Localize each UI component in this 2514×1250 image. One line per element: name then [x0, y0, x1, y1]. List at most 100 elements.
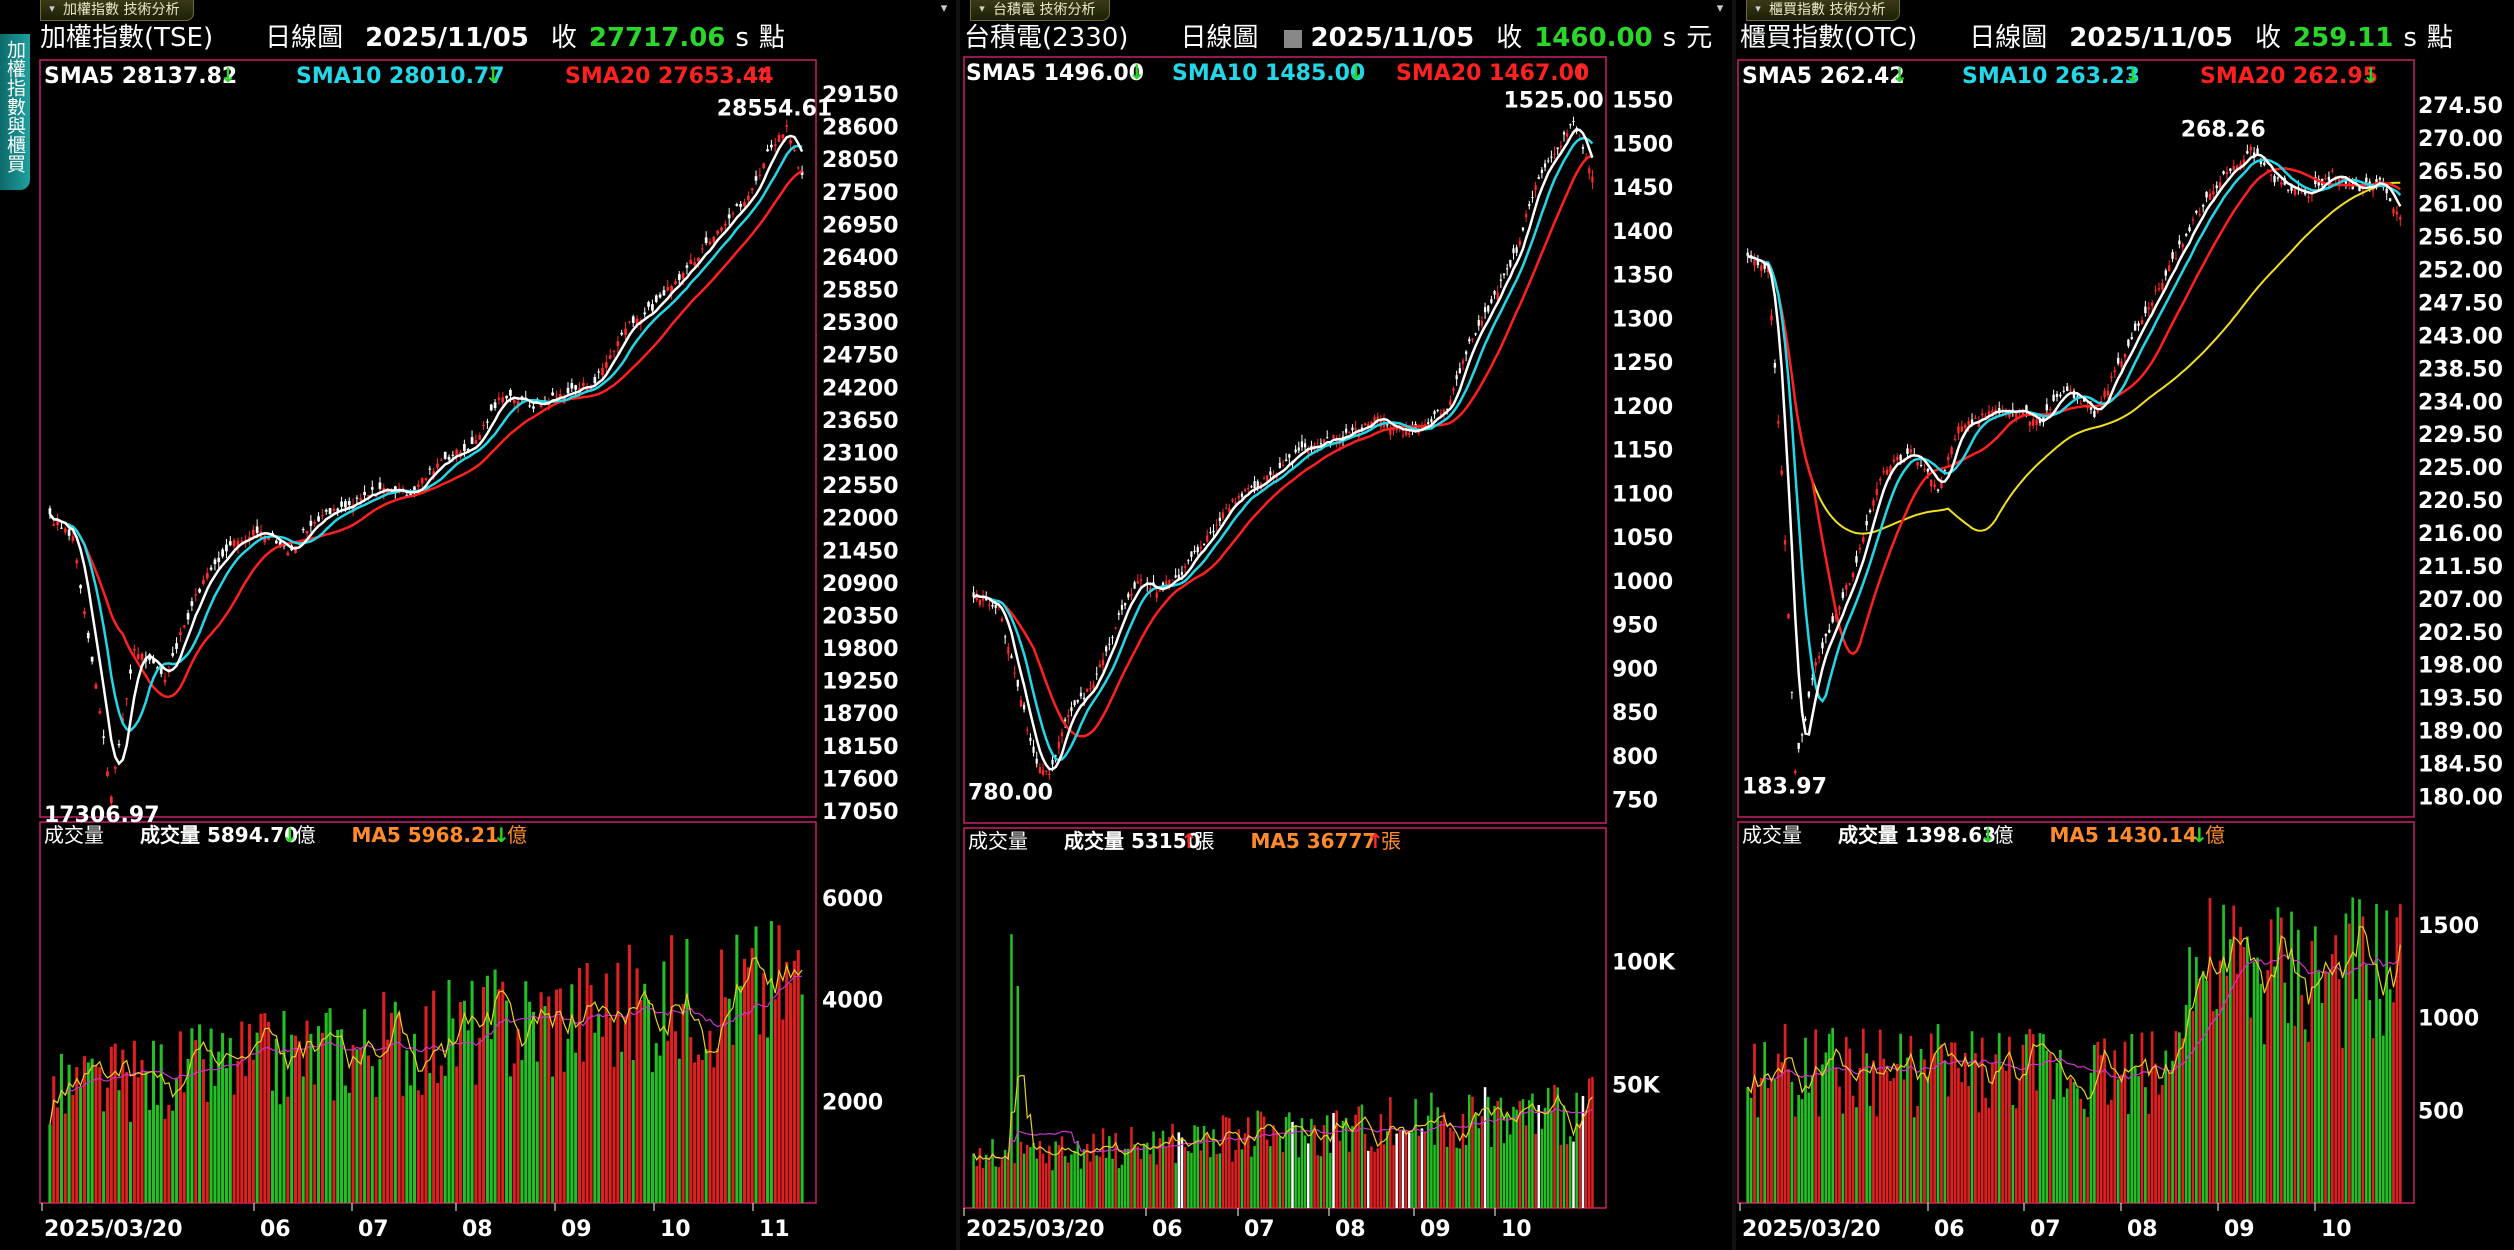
period-label[interactable]: 日線圖 [1180, 23, 1259, 53]
candle-body [1889, 466, 1892, 473]
price-tick-label: 1450 [1612, 176, 1673, 201]
price-tick-label: 1100 [1612, 482, 1673, 507]
candle-body [363, 491, 366, 496]
volume-plot-frame[interactable] [39, 821, 817, 1204]
candle-body [1082, 697, 1086, 700]
volume-bar [59, 1053, 63, 1203]
volume-bar [612, 1066, 616, 1203]
volume-bar [2045, 1050, 2049, 1203]
volume-bar [566, 1038, 570, 1203]
sma-legend-20: SMA20 27653.44 [565, 64, 774, 89]
volume-bar [497, 989, 501, 1203]
candle-body [1253, 481, 1256, 489]
panel-tab[interactable]: ▾ 加權指數 技術分析 [40, 0, 195, 21]
panel-dropdown-icon[interactable]: ▾ [1716, 1, 1724, 16]
volume-bar [1366, 1150, 1370, 1208]
volume-bar [328, 1008, 332, 1203]
price-tick-label: 20350 [822, 604, 899, 629]
volume-unit: 億 [1994, 823, 2014, 847]
candle-body [750, 188, 754, 190]
volume-bar [1262, 1116, 1266, 1208]
candle-body [789, 140, 792, 144]
volume-bar [739, 985, 743, 1203]
checkbox-icon[interactable] [1284, 30, 1303, 48]
price-tick-label: 256.50 [2418, 226, 2503, 251]
panel-tab[interactable]: ▾ 台積電 技術分析 [970, 0, 1111, 21]
candle-body [1780, 470, 1783, 475]
volume-bar [1044, 1163, 1048, 1208]
price-tick-label: 900 [1612, 657, 1658, 682]
candle-body [186, 613, 190, 620]
volume-bar [1180, 1137, 1184, 1208]
chart-panel[interactable]: SMA5 1496.00↓ SMA10 1485.00↓ SMA20 1467.00… [963, 56, 1676, 1242]
volume-bar [547, 996, 551, 1203]
side-tab[interactable]: 加權指數與櫃買 [0, 34, 30, 190]
volume-bar [163, 1118, 167, 1203]
candle-body [332, 508, 336, 511]
candle-body [1095, 673, 1098, 675]
volume-bar [420, 1094, 424, 1203]
candle-body [1851, 572, 1855, 578]
volume-plot-frame[interactable] [1737, 821, 2415, 1204]
volume-bar [750, 948, 754, 1203]
panel-menu-icon[interactable]: ▾ [1755, 2, 1761, 15]
candle-body [497, 397, 501, 400]
volume-bar [1868, 1105, 1872, 1203]
chart-title: 台積電(2330) [964, 23, 1129, 53]
candle-body [1187, 560, 1190, 562]
panel-tab[interactable]: ▾ 櫃買指數 技術分析 [1746, 0, 1901, 21]
panel-separator[interactable] [956, 0, 960, 1250]
volume-bar [1032, 1142, 1035, 1208]
candle-body [1974, 417, 1977, 419]
candle-body [1098, 664, 1101, 668]
chart-panel[interactable]: SMA5 28137.82↓ SMA10 28010.77↓ SMA20 27653… [39, 59, 899, 1242]
volume-bar [600, 1036, 605, 1203]
volume-bar [766, 1037, 770, 1203]
volume-bar [719, 949, 724, 1203]
price-plot-frame[interactable] [39, 59, 817, 818]
candle-body [1585, 156, 1588, 158]
candle-body [981, 596, 985, 601]
sma60-line [1747, 181, 2401, 535]
volume-bar [1449, 1127, 1452, 1208]
candle-body [1060, 732, 1064, 737]
sma-legend-10: SMA10 28010.77 [296, 64, 505, 89]
price-plot-frame[interactable] [1737, 59, 2415, 818]
volume-bar [2273, 966, 2276, 1203]
candle-body [501, 397, 505, 403]
volume-bar [1085, 1143, 1089, 1208]
candle-body [217, 557, 221, 562]
candle-body [1821, 642, 1824, 649]
panel-separator[interactable] [1732, 0, 1736, 1250]
candle-body [1127, 593, 1130, 598]
sma-legend-5: SMA5 28137.82 [44, 64, 237, 89]
volume-bar [1168, 1137, 1171, 1208]
volume-bar [236, 1061, 240, 1203]
volume-bar [1940, 1044, 1943, 1203]
volume-bar [693, 1062, 697, 1203]
chart-panel[interactable]: SMA5 262.42↓ SMA10 263.23↓ SMA20 262.95↓27… [1737, 59, 2503, 1242]
panel-menu-icon[interactable]: ▾ [979, 2, 985, 15]
volume-bar [1512, 1106, 1515, 1208]
volume-bar [251, 1059, 255, 1203]
price-plot-frame[interactable] [963, 56, 1607, 824]
volume-bar [1288, 1112, 1291, 1208]
panel-menu-icon[interactable]: ▾ [49, 2, 55, 15]
candle-body [766, 149, 769, 152]
period-label[interactable]: 日線圖 [1969, 23, 2048, 53]
candle-body [2276, 177, 2280, 179]
volume-bar [2296, 929, 2300, 1203]
volume-bar [1878, 1029, 1882, 1203]
volume-bar [2072, 1082, 2076, 1203]
period-label[interactable]: 日線圖 [265, 23, 344, 53]
volume-bar [700, 1059, 704, 1203]
panel-dropdown-icon[interactable]: ▾ [940, 1, 948, 16]
candle-body [2218, 182, 2222, 189]
candle-body [1763, 263, 1766, 269]
price-tick-label: 265.50 [2418, 160, 2503, 185]
volume-bar [2184, 1004, 2188, 1203]
arrow-down-icon: ↓ [282, 823, 299, 847]
volume-bar [393, 1001, 397, 1203]
volume-bar [1936, 1024, 1940, 1203]
